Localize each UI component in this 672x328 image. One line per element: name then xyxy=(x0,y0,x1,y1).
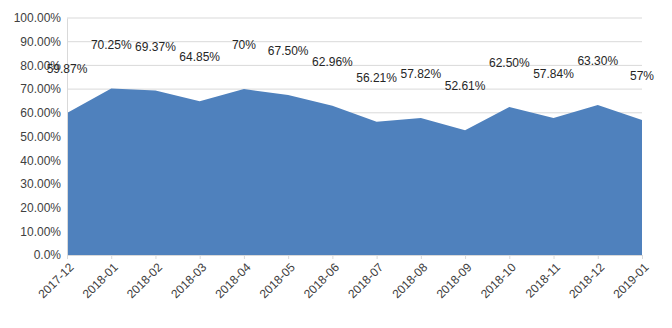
x-tick-label: 2018-06 xyxy=(301,260,342,301)
x-tick-label: 2018-07 xyxy=(345,260,386,301)
x-tick-mark xyxy=(155,255,156,259)
marks xyxy=(67,89,642,255)
data-label: 57% xyxy=(630,69,654,83)
grid-line xyxy=(67,18,642,19)
x-tick-label: 2018-04 xyxy=(212,260,253,301)
y-axis-line xyxy=(67,19,68,256)
x-tick: 2018-05 xyxy=(257,255,298,301)
x-tick-label: 2018-12 xyxy=(566,260,607,301)
x-tick: 2017-12 xyxy=(36,255,77,301)
x-tick: 2018-12 xyxy=(566,255,607,301)
y-tick: 10.00% xyxy=(20,225,67,239)
x-tick-mark xyxy=(200,255,201,259)
x-tick-label: 2018-09 xyxy=(434,260,475,301)
data-labels: 59.87%70.25%69.37%64.85%70%67.50%62.96%5… xyxy=(47,38,655,94)
data-label: 69.37% xyxy=(135,40,176,54)
data-label: 57.84% xyxy=(533,67,574,81)
x-tick-label: 2018-03 xyxy=(168,260,209,301)
grid-line xyxy=(67,65,642,66)
x-tick: 2018-08 xyxy=(389,255,430,301)
data-label: 64.85% xyxy=(179,50,220,64)
x-tick-mark xyxy=(465,255,466,259)
x-tick: 2018-11 xyxy=(523,255,564,301)
x-tick-mark xyxy=(111,255,112,259)
x-tick: 2018-06 xyxy=(301,255,342,301)
data-label: 52.61% xyxy=(445,79,486,93)
x-tick: 2018-01 xyxy=(80,255,121,301)
data-label: 62.96% xyxy=(312,55,353,69)
x-tick-mark xyxy=(377,255,378,259)
grid xyxy=(67,18,642,255)
x-axis: 2017-122018-012018-022018-032018-042018-… xyxy=(36,255,652,301)
y-tick-label: 100.00% xyxy=(14,11,62,25)
data-label: 70.25% xyxy=(91,38,132,52)
data-label: 56.21% xyxy=(356,71,397,85)
y-tick-label: 20.00% xyxy=(20,201,61,215)
y-tick: 60.00% xyxy=(20,106,67,120)
x-tick-label: 2018-10 xyxy=(478,260,519,301)
data-label: 67.50% xyxy=(268,44,309,58)
x-tick-label: 2018-02 xyxy=(124,260,165,301)
x-tick-label: 2018-01 xyxy=(80,260,121,301)
x-tick: 2018-09 xyxy=(434,255,475,301)
y-tick: 40.00% xyxy=(20,154,67,168)
y-tick-label: 70.00% xyxy=(20,82,61,96)
data-label: 70% xyxy=(232,38,256,52)
data-label: 63.30% xyxy=(577,54,618,68)
area xyxy=(67,89,642,255)
x-tick-label: 2019-01 xyxy=(611,260,652,301)
y-tick-label: 50.00% xyxy=(20,130,61,144)
x-tick: 2018-10 xyxy=(478,255,519,301)
y-tick-label: 10.00% xyxy=(20,225,61,239)
x-tick-mark xyxy=(554,255,555,259)
x-tick-mark xyxy=(421,255,422,259)
x-tick-mark xyxy=(288,255,289,259)
x-tick-mark xyxy=(332,255,333,259)
y-tick: 100.00% xyxy=(14,11,67,25)
y-tick: 20.00% xyxy=(20,201,67,215)
y-tick: 50.00% xyxy=(20,130,67,144)
x-tick: 2018-02 xyxy=(124,255,165,301)
x-axis-line xyxy=(68,255,643,256)
y-tick-label: 40.00% xyxy=(20,154,61,168)
x-tick-mark xyxy=(67,255,68,259)
x-tick-label: 2018-11 xyxy=(523,260,564,301)
x-tick: 2019-01 xyxy=(611,255,652,301)
y-axis: 0.0% 10.00% 20.00% 30.00% 40.00% 50.00% 60.00%… xyxy=(14,11,68,262)
plot: 0.0% 10.00% 20.00% 30.00% 40.00% 50.00% 60.00%… xyxy=(14,11,655,301)
chart: 0.0% 10.00% 20.00% 30.00% 40.00% 50.00% 60.00%… xyxy=(0,0,672,328)
y-tick-label: 60.00% xyxy=(20,106,61,120)
data-label: 59.87% xyxy=(47,62,88,76)
y-tick-label: 30.00% xyxy=(20,177,61,191)
y-tick-label: 90.00% xyxy=(20,35,61,49)
x-tick-label: 2018-05 xyxy=(257,260,298,301)
x-tick-label: 2017-12 xyxy=(36,260,77,301)
x-tick-label: 2018-08 xyxy=(389,260,430,301)
y-tick-label: 0.0% xyxy=(34,248,62,262)
x-tick: 2018-04 xyxy=(212,255,253,301)
x-tick: 2018-03 xyxy=(168,255,209,301)
y-tick: 70.00% xyxy=(20,82,67,96)
x-tick-mark xyxy=(598,255,599,259)
y-tick: 90.00% xyxy=(20,35,67,49)
grid-line xyxy=(67,89,642,90)
y-tick: 0.0% xyxy=(34,248,67,262)
data-label: 57.82% xyxy=(400,67,441,81)
x-tick-mark xyxy=(642,255,643,259)
x-tick-mark xyxy=(509,255,510,259)
data-label: 62.50% xyxy=(489,56,530,70)
x-tick-mark xyxy=(244,255,245,259)
y-tick: 30.00% xyxy=(20,177,67,191)
x-tick: 2018-07 xyxy=(345,255,386,301)
